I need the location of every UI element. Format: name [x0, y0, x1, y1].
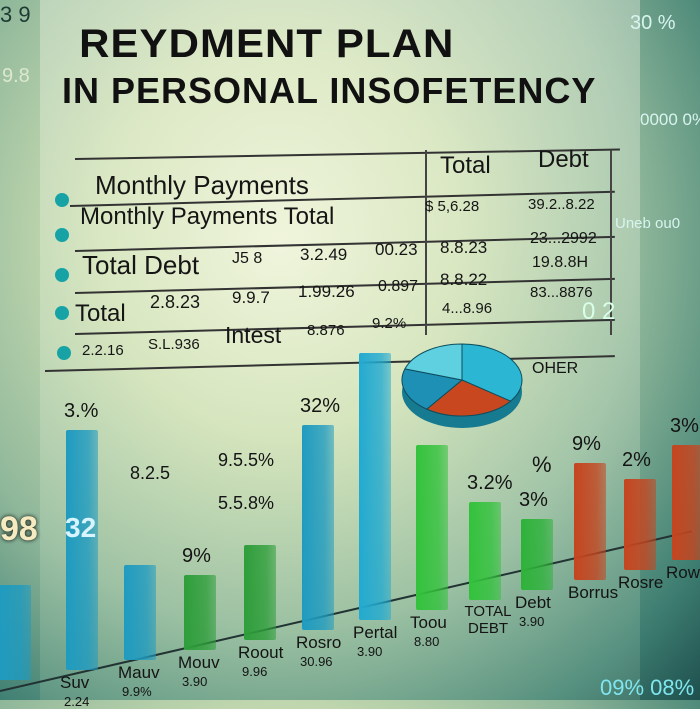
row-label: Total Debt	[82, 250, 200, 280]
pie-slice	[401, 368, 464, 410]
cell: $ 5,6.28	[425, 198, 480, 215]
cell: J5 8	[232, 250, 263, 267]
category-label: Mauv	[118, 663, 160, 682]
annotation: 32	[65, 512, 97, 543]
cell: 8.8.22	[440, 270, 488, 289]
cell: 00.23	[375, 240, 418, 259]
header-total: Total	[440, 152, 491, 179]
sub-label: 3.90	[357, 644, 383, 659]
cell: 4...8.96	[442, 300, 493, 317]
cell: 83...8876	[530, 284, 593, 301]
header-debt: Debt	[538, 146, 589, 173]
pie-chart	[401, 343, 523, 428]
bar	[124, 565, 156, 660]
table-divider	[425, 150, 427, 335]
cell: 39.2..8.22	[528, 196, 595, 213]
cell: 23...2992	[530, 230, 597, 247]
cell: 8.8.23	[440, 238, 488, 257]
row-label: Monthly Payments	[95, 170, 309, 200]
side-number: Uneb ou0	[615, 215, 681, 232]
data-label: 32%	[300, 395, 341, 417]
data-label: 9%	[182, 545, 211, 567]
bar	[521, 519, 553, 590]
side-number: 98	[0, 510, 38, 548]
sub-label: 9.96	[242, 664, 268, 679]
category-label: Toou	[410, 613, 447, 632]
category-label: Mouv	[178, 653, 220, 672]
bullet-icon	[55, 193, 69, 207]
row-label: Total	[75, 300, 126, 327]
side-number: 30 %	[630, 12, 676, 34]
side-number: 3 9	[0, 2, 31, 27]
cell: 2.8.23	[150, 292, 201, 312]
data-label: 2%	[622, 449, 651, 471]
data-label: 9%	[572, 433, 601, 455]
bar	[469, 502, 501, 600]
data-label: 3.%	[64, 400, 99, 422]
sub-label: 9.9%	[122, 684, 152, 699]
category-label: Rosro	[296, 633, 342, 652]
side-number: 0000 0%	[640, 110, 700, 129]
annotation: 9.5.5%	[218, 450, 275, 470]
bullet-icon	[55, 306, 69, 320]
cell: 0.897	[378, 278, 419, 295]
bar	[184, 575, 216, 650]
bar	[574, 463, 606, 580]
pie-slice	[461, 343, 523, 402]
data-label: 3%	[670, 415, 699, 437]
bullet-icon	[55, 268, 69, 282]
data-label: 3%	[519, 489, 548, 511]
title-line-2: IN PERSONAL INSOFETENCY	[62, 70, 597, 111]
side-number: 9.8	[2, 65, 30, 87]
category-label: Rosre	[618, 573, 664, 592]
row-label: Monthly Payments Total	[80, 203, 335, 230]
category-label: Debt	[515, 593, 551, 612]
bullet-icon	[57, 346, 71, 360]
annotation: 5.5.8%	[218, 493, 275, 513]
cell: 19.8.8H	[532, 254, 589, 271]
category-label: Roout	[238, 643, 284, 662]
cell: 3.2.49	[300, 245, 348, 264]
bar	[244, 545, 276, 640]
category-label: TOTAL DEBT	[464, 603, 512, 637]
cell: 8.876	[307, 322, 345, 339]
bar	[302, 425, 334, 630]
sub-label: 3.90	[182, 674, 208, 689]
annotation: %	[532, 452, 552, 477]
pie-legend-label: OHER	[532, 360, 579, 377]
sub-label: 30.96	[300, 654, 333, 669]
sub-label: 8.80	[414, 634, 440, 649]
side-number: 0 2	[582, 298, 616, 325]
category-label: Suv	[60, 673, 90, 692]
cell: 1.99.26	[298, 282, 355, 301]
side-number: 09% 08%	[600, 675, 695, 700]
bar	[0, 585, 31, 680]
bullet-icon	[55, 228, 69, 242]
cell: Intest	[225, 322, 282, 348]
pie-slice	[404, 343, 463, 381]
table-divider	[610, 150, 612, 335]
bar	[672, 445, 700, 560]
cell: S.L.936	[148, 336, 200, 353]
data-label: 3.2%	[467, 472, 513, 494]
cell: 2.2.16	[82, 342, 124, 359]
sub-label: 2.24	[64, 694, 90, 709]
category-label: Pertal	[353, 623, 398, 642]
bar	[359, 353, 391, 620]
category-label: Borrus	[568, 583, 619, 602]
pie-slice	[425, 379, 512, 417]
title-line-1: REYDMENT PLAN	[79, 22, 455, 66]
bar	[66, 430, 98, 670]
bar	[416, 445, 448, 610]
cell: 9.2%	[372, 315, 407, 332]
cell: 9.9.7	[232, 288, 270, 307]
category-label: Rowe	[666, 563, 700, 582]
annotation: 8.2.5	[130, 463, 171, 483]
bar	[624, 479, 656, 570]
sub-label: 3.90	[519, 614, 545, 629]
